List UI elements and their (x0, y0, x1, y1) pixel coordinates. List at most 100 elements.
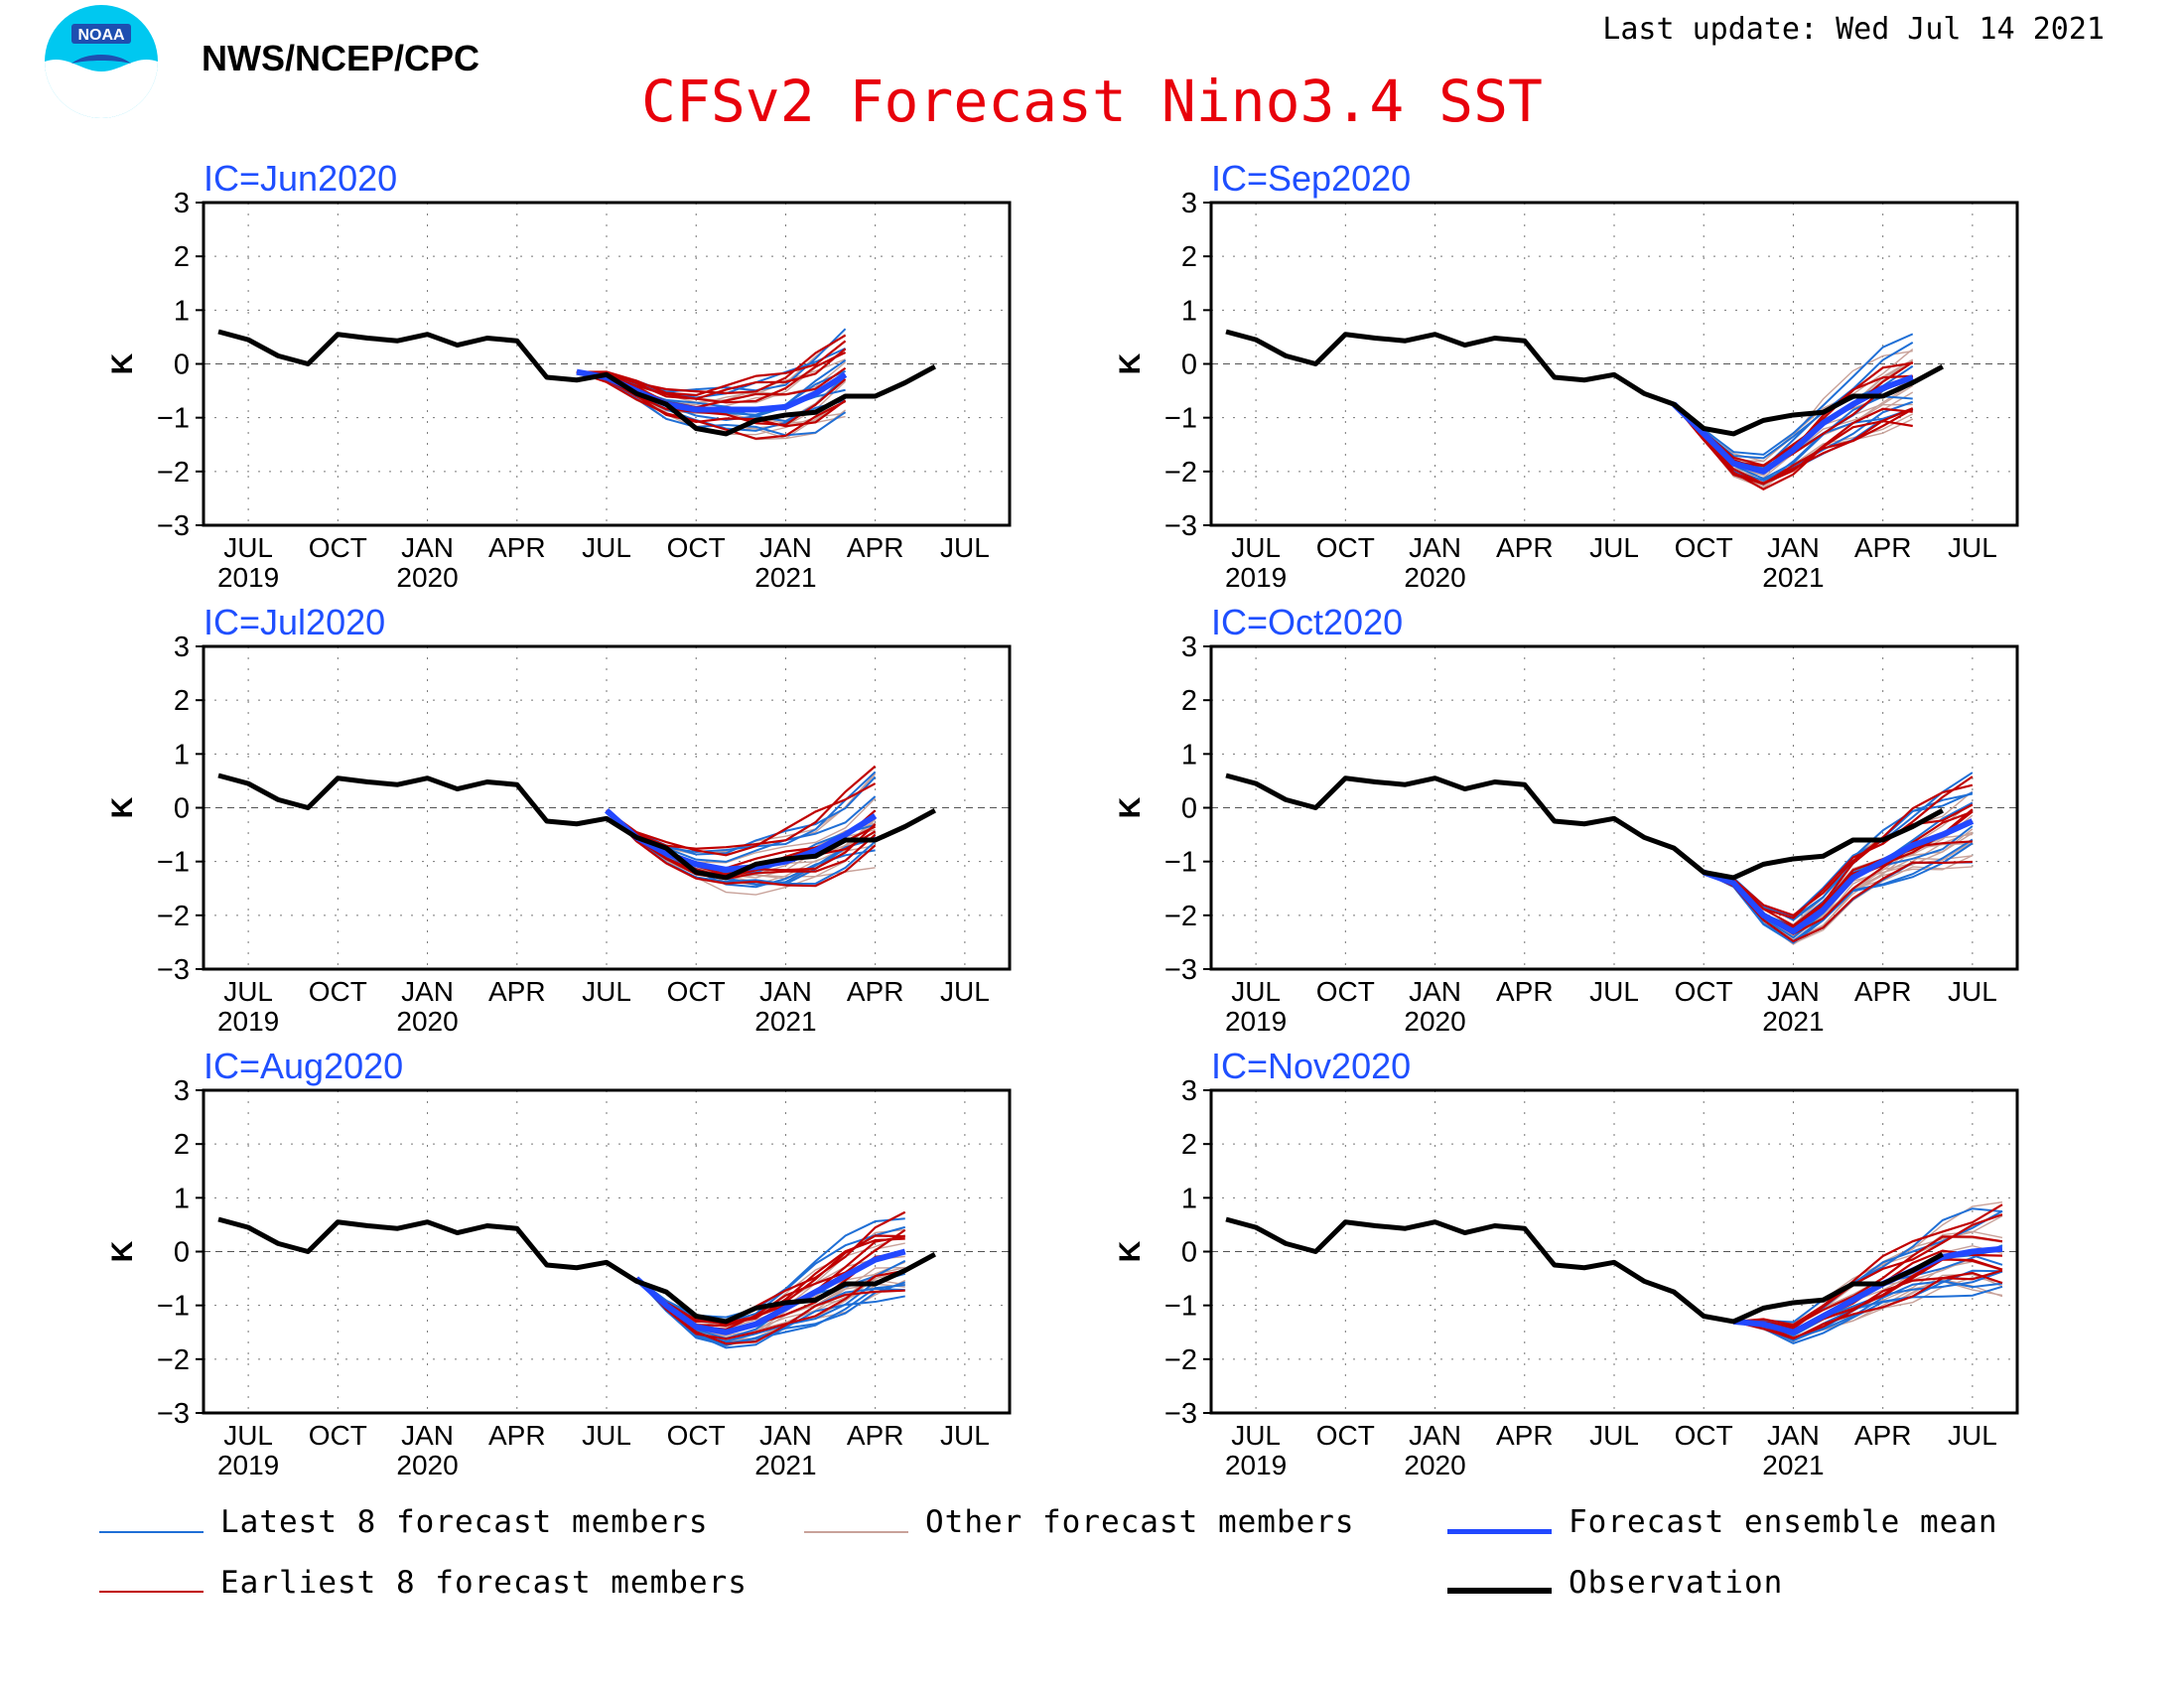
x-tick-label: OCT (1316, 532, 1375, 563)
x-tick-label: JAN (1767, 532, 1820, 563)
x-tick-label: JUL (1589, 532, 1639, 563)
x-tick-label: JUL (1948, 532, 1997, 563)
y-tick-label: 3 (1181, 1075, 1197, 1107)
x-year-label: 2019 (1225, 562, 1287, 593)
earliest-member-line (1733, 1235, 2003, 1328)
panel-title: IC=Jul2020 (204, 602, 385, 642)
x-tick-label: OCT (309, 976, 367, 1007)
y-tick-label: −3 (157, 1398, 190, 1430)
legend-observation-swatch (1447, 1588, 1552, 1594)
x-tick-label: JAN (759, 532, 812, 563)
x-tick-label: OCT (1675, 976, 1733, 1007)
y-axis-label: K (1114, 1240, 1147, 1262)
x-tick-label: APR (488, 532, 546, 563)
x-tick-label: APR (1496, 976, 1554, 1007)
agency-label: NWS/NCEP/CPC (202, 38, 480, 78)
y-axis-label: K (1114, 796, 1147, 818)
earliest-member-line (635, 1277, 905, 1345)
panel-title: IC=Nov2020 (1211, 1046, 1411, 1086)
x-tick-label: JUL (1231, 532, 1281, 563)
x-tick-label: JAN (401, 976, 454, 1007)
y-tick-label: 2 (1181, 1129, 1197, 1161)
x-year-label: 2020 (1404, 1450, 1465, 1480)
x-tick-label: OCT (309, 532, 367, 563)
x-year-label: 2020 (396, 1450, 458, 1480)
x-tick-label: JAN (1409, 532, 1461, 563)
earliest-member-line (1673, 403, 1913, 491)
legend-earliest-label: Earliest 8 forecast members (220, 1565, 748, 1601)
x-tick-label: JAN (1767, 1420, 1820, 1451)
x-tick-label: JAN (759, 976, 812, 1007)
y-tick-label: 0 (1181, 350, 1197, 381)
earliest-member-line (1673, 403, 1914, 486)
x-tick-label: JAN (759, 1420, 812, 1451)
legend-mean-label: Forecast ensemble mean (1569, 1504, 1998, 1540)
legend-observation-label: Observation (1569, 1565, 1784, 1601)
x-tick-label: JUL (223, 976, 273, 1007)
figure-title: CFSv2 Forecast Nino3.4 SST (641, 68, 1543, 135)
ensemble-mean-line (1733, 1245, 2003, 1336)
x-year-label: 2021 (754, 562, 816, 593)
earliest-member-line (1733, 1271, 2003, 1340)
earliest-member-line (606, 809, 877, 888)
y-tick-label: −2 (157, 457, 190, 489)
y-tick-label: −3 (1164, 510, 1197, 542)
x-tick-label: JUL (223, 532, 273, 563)
ensemble-mean-line (1672, 374, 1914, 475)
y-tick-label: 2 (174, 241, 190, 273)
y-tick-label: −2 (1164, 457, 1197, 489)
earliest-member-line (1733, 1203, 2003, 1327)
x-tick-label: JUL (223, 1420, 273, 1451)
x-year-label: 2021 (1762, 562, 1824, 593)
x-tick-label: JAN (1767, 976, 1820, 1007)
x-year-label: 2021 (754, 1006, 816, 1037)
x-tick-label: JUL (582, 1420, 631, 1451)
y-tick-label: −1 (1164, 1291, 1197, 1323)
x-tick-label: JUL (940, 1420, 990, 1451)
earliest-member-line (576, 340, 847, 397)
y-tick-label: 2 (174, 1129, 190, 1161)
legend-latest-swatch (99, 1531, 204, 1533)
last-update: Last update: Wed Jul 14 2021 (1602, 12, 2105, 47)
ensemble-mean-line (1703, 818, 1975, 935)
x-year-label: 2020 (1404, 1006, 1465, 1037)
y-tick-label: −2 (1164, 1344, 1197, 1376)
earliest-member-line (576, 370, 847, 440)
legend-mean-swatch (1447, 1529, 1552, 1534)
y-tick-label: 3 (174, 188, 190, 219)
x-tick-label: APR (847, 976, 904, 1007)
x-tick-label: OCT (1675, 1420, 1733, 1451)
y-tick-label: 0 (174, 1237, 190, 1269)
observation-line (217, 1216, 937, 1325)
observation-line (1225, 773, 1945, 881)
y-tick-label: 3 (1181, 188, 1197, 219)
x-year-label: 2020 (1404, 562, 1465, 593)
x-year-label: 2021 (1762, 1006, 1824, 1037)
y-axis-label: K (106, 1240, 139, 1262)
noaa-logo: NOAA (45, 5, 158, 118)
y-tick-label: 1 (174, 295, 190, 327)
y-axis-label: K (106, 352, 139, 374)
y-tick-label: −3 (1164, 954, 1197, 986)
x-tick-label: OCT (309, 1420, 367, 1451)
observation-line (1225, 1216, 1945, 1325)
x-tick-label: JAN (401, 1420, 454, 1451)
legend-other-label: Other forecast members (925, 1504, 1355, 1540)
x-year-label: 2019 (217, 1006, 279, 1037)
x-tick-label: JUL (1589, 1420, 1639, 1451)
y-tick-label: 1 (1181, 739, 1197, 771)
x-tick-label: JUL (1231, 976, 1281, 1007)
y-tick-label: 3 (1181, 632, 1197, 663)
y-tick-label: −2 (1164, 901, 1197, 932)
x-tick-label: APR (847, 1420, 904, 1451)
y-tick-label: −1 (157, 847, 190, 879)
x-tick-label: APR (488, 1420, 546, 1451)
y-tick-label: 3 (174, 632, 190, 663)
x-tick-label: APR (1854, 532, 1912, 563)
y-tick-label: 0 (174, 350, 190, 381)
y-tick-label: 1 (174, 1183, 190, 1214)
